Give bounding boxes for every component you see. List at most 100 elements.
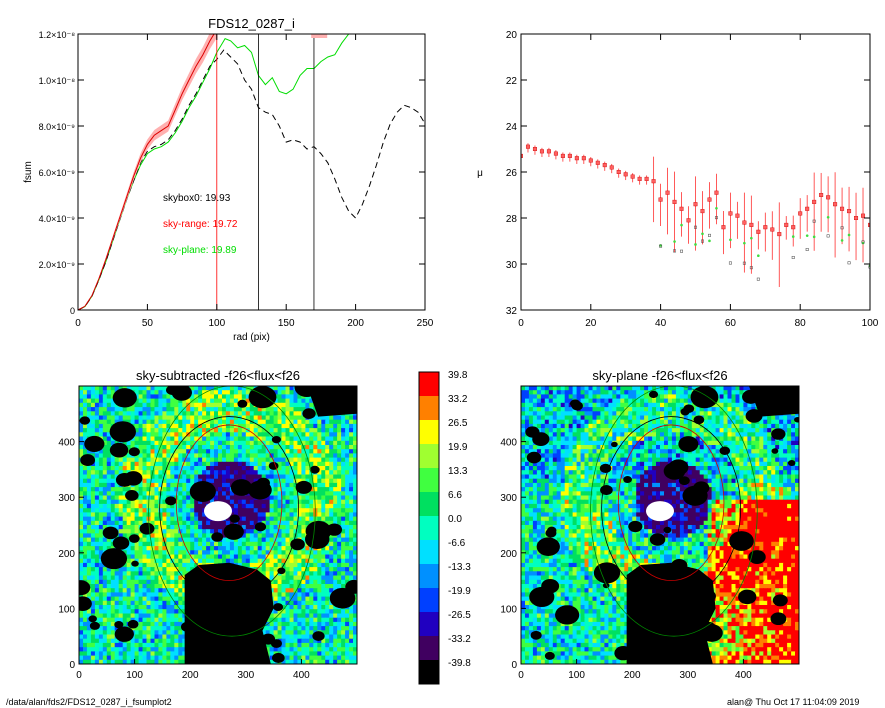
heatmap-cell <box>245 449 251 454</box>
heatmap-cell <box>126 537 132 543</box>
heatmap-cell <box>86 533 92 539</box>
heatmap-cell <box>261 516 267 522</box>
mu-point <box>861 213 866 218</box>
heatmap-cell <box>158 407 163 412</box>
heatmap-cell <box>321 621 326 627</box>
heatmap-cell <box>333 609 338 614</box>
heatmap-cell <box>293 508 299 513</box>
heatmap-cell <box>218 432 223 438</box>
heatmap-cell <box>345 642 350 648</box>
heatmap-cell <box>110 642 116 648</box>
heatmap-cell <box>142 630 148 636</box>
heatmap-cell <box>162 491 167 497</box>
heatmap-cell <box>174 398 179 404</box>
heatmap-cell <box>273 562 279 568</box>
heatmap-cell <box>309 487 314 492</box>
heatmap-cell <box>225 457 231 463</box>
heatmap-cell <box>206 516 211 522</box>
heatmap-cell <box>218 445 223 450</box>
heatmap-cell <box>341 617 346 623</box>
heatmap-cell <box>309 402 314 408</box>
heatmap-cell <box>313 554 318 560</box>
heatmap-cell <box>349 432 354 438</box>
heatmap-cell <box>210 554 215 560</box>
heatmap-cell <box>253 470 259 475</box>
heatmap-cell <box>150 390 156 395</box>
heatmap-cell <box>114 617 120 623</box>
heatmap-cell <box>281 546 287 551</box>
heatmap-cell <box>170 461 175 467</box>
heatmap-cell <box>154 415 160 421</box>
mask-blob <box>272 652 285 664</box>
heatmap-cell <box>329 659 334 664</box>
heatmap-cell <box>297 651 302 657</box>
heatmap-cell <box>79 436 84 442</box>
heatmap-cell <box>102 390 108 395</box>
heatmap-cell <box>83 474 88 480</box>
heatmap-cell <box>94 525 100 530</box>
heatmap-cell <box>118 571 124 577</box>
heatmap-cell <box>210 432 215 438</box>
heatmap-cell <box>337 516 342 522</box>
heatmap-cell <box>281 626 287 631</box>
heatmap-cell <box>241 440 247 446</box>
heatmap-cell <box>333 575 338 581</box>
heatmap-cell <box>110 516 116 522</box>
heatmap-cell <box>134 659 140 664</box>
heatmap-cell <box>261 453 267 459</box>
heatmap-cell <box>297 394 302 400</box>
heatmap-cell <box>166 520 171 526</box>
heatmap-cell <box>269 470 275 475</box>
mu-point <box>700 209 705 214</box>
heatmap-cell <box>186 516 191 522</box>
heatmap-cell <box>174 634 179 640</box>
heatmap-cell <box>122 533 128 539</box>
heatmap-cell <box>102 584 108 589</box>
heatmap-cell <box>178 525 183 530</box>
heatmap-cell <box>353 617 357 623</box>
heatmap-cell <box>329 503 334 509</box>
heatmap-cell <box>349 617 354 623</box>
heatmap-cell <box>166 419 171 425</box>
heatmap-cell <box>301 453 306 459</box>
heatmap-cell <box>182 617 187 623</box>
heatmap-cell <box>241 533 247 539</box>
heatmap-cell <box>182 638 187 644</box>
heatmap-cell <box>321 630 326 636</box>
heatmap-cell <box>130 440 136 446</box>
heatmap-cell <box>293 550 299 556</box>
heatmap-cell <box>317 487 322 492</box>
heatmap-cell <box>229 419 235 425</box>
heatmap-cell <box>162 626 167 631</box>
heatmap-cell <box>337 520 342 526</box>
heatmap-cell <box>94 390 100 395</box>
heatmap-cell <box>285 466 291 471</box>
heatmap-cell <box>134 550 140 556</box>
heatmap-cell <box>349 634 354 640</box>
heatmap-cell <box>321 575 326 581</box>
heatmap-cell <box>90 588 96 593</box>
heatmap-cell <box>305 659 310 664</box>
heatmap-cell <box>138 617 144 623</box>
heatmap-cell <box>313 592 318 598</box>
heatmap-cell <box>114 466 120 471</box>
heatmap-cell <box>102 546 108 551</box>
heatmap-cell <box>353 499 357 505</box>
heatmap-cell <box>349 609 354 614</box>
heatmap-cell <box>297 440 302 446</box>
heatmap-cell <box>146 466 152 471</box>
heatmap-cell <box>194 499 199 505</box>
heatmap-cell <box>206 432 211 438</box>
heatmap-cell <box>154 537 160 543</box>
heatmap-cell <box>341 525 346 530</box>
heatmap-cell <box>317 508 322 513</box>
heatmap-cell <box>229 537 235 543</box>
heatmap-cell <box>265 525 271 530</box>
heatmap-cell <box>297 634 302 640</box>
heatmap-cell <box>154 520 160 526</box>
heatmap-cell <box>142 600 148 606</box>
heatmap-cell <box>154 411 160 417</box>
heatmap-cell <box>325 520 330 526</box>
heatmap-cell <box>146 449 152 454</box>
